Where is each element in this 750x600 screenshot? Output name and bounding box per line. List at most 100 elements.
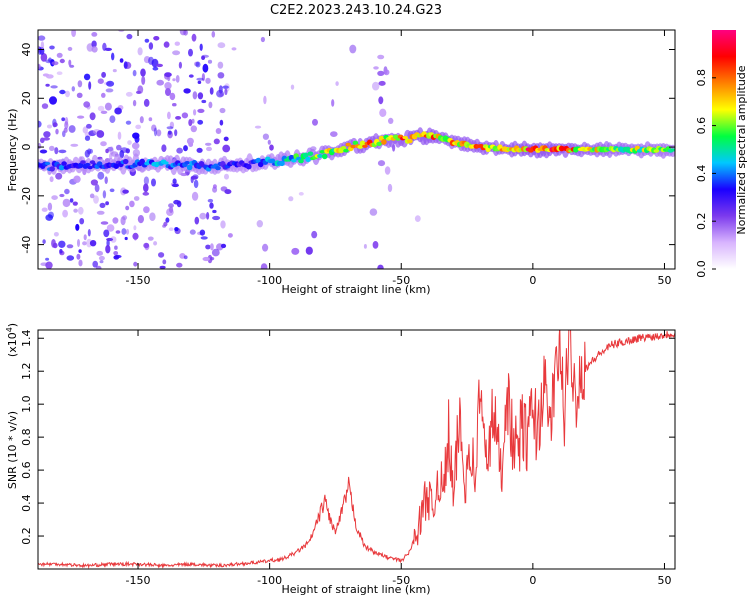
noise-blob [201,55,206,60]
noise-blob [125,91,133,97]
noise-blob [142,191,150,196]
noise-blob [199,229,206,236]
noise-blob [96,250,103,256]
noise-blob [121,228,127,235]
noise-blob [101,71,106,78]
noise-blob [205,244,211,250]
noise-blob [55,172,63,180]
noise-blob [372,241,379,249]
noise-blob [92,260,98,268]
colorbar-ticks: 0.0 0.2 0.4 0.6 0.8 [695,69,716,278]
snr-x-label: Height of straight line (km) [281,583,430,596]
spectrogram-y-axis: -40 -20 0 20 40 [20,43,675,254]
noise-blob [76,253,81,260]
spectrogram-y-tick-label: -20 [20,187,33,205]
noise-blob [202,63,209,73]
noise-blob [224,189,232,195]
noise-blob [127,140,132,146]
noise-blob [133,196,140,201]
noise-blob [163,221,168,227]
noise-blob [164,72,172,78]
ridge-point [58,164,65,171]
noise-blob [59,193,65,198]
snr-x-tick-label: -150 [126,574,151,587]
noise-blob [106,237,114,242]
noise-blob [38,120,42,128]
snr-series-line [38,330,675,569]
noise-blob [71,30,76,37]
noise-blob [45,83,50,87]
noise-blob [137,47,143,56]
noise-blob [175,116,182,120]
noise-blob [330,131,338,138]
ridge-point [376,141,382,146]
ridge-point [44,161,51,166]
noise-blob [102,190,107,199]
noise-blob [181,112,189,119]
noise-blob [83,101,91,108]
noise-blob [148,117,153,122]
noise-blob [56,71,63,75]
noise-blob [100,110,108,115]
noise-blob [109,153,113,160]
ridge-point [670,148,675,152]
noise-blob [223,136,229,142]
noise-blob [45,261,53,269]
noise-blob [91,32,98,37]
noise-blob [254,125,262,129]
noise-blob [51,195,58,201]
noise-blob [171,183,179,188]
noise-blob [63,127,68,133]
ridge-point [352,140,359,145]
noise-blob [206,146,212,152]
noise-blob [193,109,197,116]
snr-y-axis: 0.2 0.4 0.6 0.8 1.0 1.2 1.4 [20,329,675,545]
noise-blob [152,66,159,71]
noise-blob [59,249,63,254]
noise-blob [189,229,196,235]
noise-blob [87,148,92,155]
noise-blob [43,131,51,138]
noise-blob [41,207,48,212]
noise-blob [197,119,204,125]
noise-blob [58,149,67,154]
noise-blob [105,244,111,254]
noise-blob [96,210,105,215]
noise-blob [101,92,106,98]
noise-blob [199,212,207,220]
noise-blob [191,191,199,201]
noise-blob [113,255,120,260]
noise-blob [197,80,202,84]
spectrogram-x-tick-label: -50 [392,274,410,287]
noise-blob [174,41,180,46]
noise-blob [111,52,115,61]
noise-blob [54,147,59,155]
noise-blob [47,202,53,211]
noise-blob [211,31,216,38]
noise-blob [172,78,176,82]
noise-blob [103,229,110,238]
noise-blob [173,199,181,205]
noise-blob [133,261,138,267]
ridge-point [80,160,86,165]
noise-blob [161,144,167,152]
chart-title: C2E2.2023.243.10.24.G23 [270,3,442,18]
noise-blob [132,69,137,77]
ridge-point [77,162,84,169]
noise-blob [139,116,144,124]
noise-blob [169,206,174,214]
noise-blob [212,215,221,221]
noise-blob [267,139,271,145]
noise-blob [224,88,228,96]
ridge-point [186,164,193,171]
spectrogram-y-tick-label: 20 [20,91,33,105]
noise-blob [387,183,393,193]
noise-blob [126,33,133,40]
noise-blob [95,265,102,269]
ridge-point [362,144,368,148]
noise-blob [215,128,222,134]
noise-blob [110,236,117,243]
spectrogram-ridge [38,127,675,176]
noise-blob [49,45,55,50]
noise-blob [109,188,115,193]
